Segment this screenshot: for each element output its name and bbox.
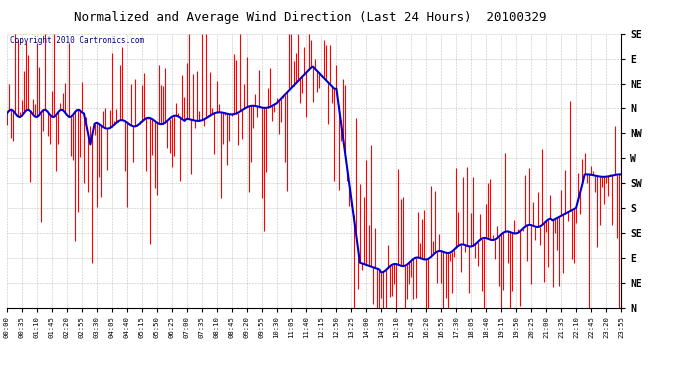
Text: Copyright 2010 Cartronics.com: Copyright 2010 Cartronics.com xyxy=(10,36,144,45)
Text: Normalized and Average Wind Direction (Last 24 Hours)  20100329: Normalized and Average Wind Direction (L… xyxy=(75,11,546,24)
